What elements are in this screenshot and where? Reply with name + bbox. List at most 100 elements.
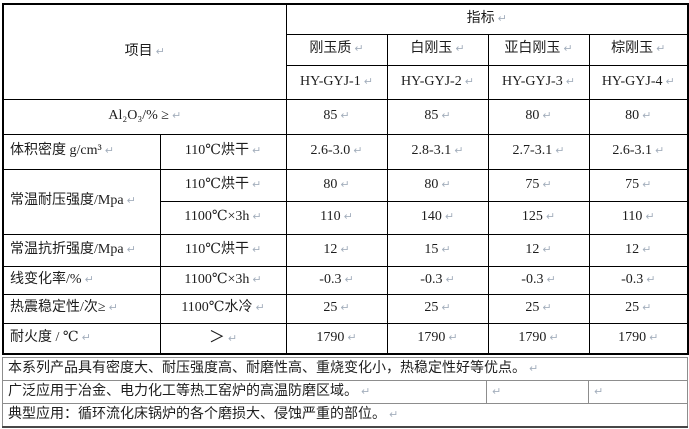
empty-cell: ↵ [588, 380, 688, 404]
value-cell: 2.8-3.1 ↵ [386, 133, 489, 170]
paragraph-mark-icon: ↵ [363, 74, 373, 88]
row-label: 热震稳定性/次≥ [10, 300, 106, 316]
empty-cell: ↵ [486, 380, 589, 404]
condition: 1100℃×3h [184, 271, 250, 287]
value: 75 [525, 176, 540, 192]
paragraph-mark-icon: ↵ [441, 301, 451, 315]
linear-change-row: 线变化率/% ↵ 1100℃×3h ↵ -0.3 ↵ -0.3 ↵ -0.3 ↵ -0.3… [2, 265, 689, 295]
paragraph-mark-icon: ↵ [642, 177, 652, 191]
paragraph-mark-icon: ↵ [255, 301, 265, 315]
compressive-strength-row-2: 1100℃×3h ↵ 110 ↵ 140 ↵ 125 ↵ 110 ↵ [3, 200, 689, 235]
paragraph-mark-icon: ↵ [347, 331, 357, 345]
paragraph-mark-icon: ↵ [542, 177, 552, 191]
value: 2.6-3.0 [310, 143, 351, 159]
paragraph-mark-icon: ↵ [455, 42, 465, 56]
value-cell: 15 ↵ [386, 233, 489, 267]
value: 125 [521, 209, 543, 225]
compressive-strength-row-1: 常温耐压强度/Mpa ↵ 110℃烘干 ↵ 80 ↵ 80 ↵ 75 ↵ 75 ↵ [2, 168, 689, 235]
paragraph-mark-icon: ↵ [545, 210, 556, 224]
paragraph-mark-icon: ↵ [492, 385, 502, 399]
value-cell: -0.3 ↵ [386, 265, 489, 295]
value-cell: 25 ↵ [588, 293, 689, 324]
value-cell: 110 ↵ [588, 200, 689, 235]
value-cell: 80 ↵ [386, 168, 489, 202]
condition-cell: ＞ ↵ [159, 322, 287, 355]
bulk-density-row: 体积密度 g/cm³ ↵ 110℃烘干 ↵ 2.6-3.0 ↵ 2.8-3.1 ↵ 2.… [2, 133, 689, 170]
applications-row: 广泛应用于冶金、电力化工等热工窑炉的高温防磨区域。 ↵ ↵ ↵ [2, 380, 688, 404]
value-cell: 80 ↵ [285, 168, 388, 202]
condition-cell: 110℃烘干 ↵ [159, 133, 287, 170]
paragraph-mark-icon: ↵ [104, 144, 114, 158]
product-name-cell: 白刚玉 ↵ [386, 33, 489, 66]
paragraph-mark-icon: ↵ [448, 331, 458, 345]
condition: 110℃烘干 [184, 176, 249, 192]
row-label-cell: 耐火度 / ℃ ↵ [2, 322, 161, 355]
paragraph-mark-icon: ↵ [353, 144, 363, 158]
paragraph-mark-icon: ↵ [108, 301, 118, 315]
paragraph-mark-icon: ↵ [656, 42, 666, 56]
paragraph-mark-icon: ↵ [441, 242, 451, 256]
paragraph-mark-icon: ↵ [171, 109, 182, 123]
paragraph-mark-icon: ↵ [665, 74, 675, 88]
value-cell: 140 ↵ [386, 200, 489, 235]
advantages-row: 本系列产品具有密度大、耐压强度高、耐磨性高、重烧变化小，热稳定性好等优点。 ↵ [2, 357, 688, 381]
value-cell: 12 ↵ [588, 233, 689, 267]
paragraph-mark-icon: ↵ [343, 210, 353, 224]
paragraph-mark-icon: ↵ [646, 272, 656, 286]
thermal-shock-row: 热震稳定性/次≥ ↵ 1100℃水冷 ↵ 25 ↵ 25 ↵ 25 ↵ 25 ↵ [2, 293, 689, 324]
row-label-cell: 常温耐压强度/Mpa ↵ [2, 168, 161, 235]
paragraph-mark-icon: ↵ [441, 109, 451, 123]
paragraph-mark-icon: ↵ [340, 242, 350, 256]
value-cell: 85 ↵ [386, 98, 489, 135]
value: 80 [424, 176, 439, 192]
paragraph-mark-icon: ↵ [251, 144, 262, 158]
value: 80 [525, 108, 540, 124]
paragraph-mark-icon: ↵ [344, 272, 354, 286]
value: 2.8-3.1 [411, 143, 452, 159]
paragraph-mark-icon: ↵ [542, 242, 552, 256]
indicator-header-row: 项目 ↵ 指标 ↵ [2, 3, 689, 100]
value: 25 [625, 300, 640, 316]
condition-cell: 1100℃水冷 ↵ [159, 293, 287, 324]
product-name-row: 刚玉质 ↵ 白刚玉 ↵ 亚白刚玉 ↵ 棕刚玉 ↵ [3, 33, 689, 66]
paragraph-mark-icon: ↵ [642, 301, 652, 315]
value: -0.3 [420, 271, 443, 287]
value: 12 [525, 241, 540, 257]
value: -0.3 [521, 271, 544, 287]
row-label: Al₂O₃/% ≥ [108, 108, 169, 124]
value-cell: 2.6-3.0 ↵ [285, 133, 388, 170]
applications-text: 广泛应用于冶金、电力化工等热工窑炉的高温防磨区域。 [8, 384, 358, 400]
value-cell: 25 ↵ [285, 293, 388, 324]
value-cell: 1790 ↵ [588, 322, 689, 355]
typical-application-row: 典型应用：循环流化床锅炉的各个磨损大、侵蚀严重的部位。 ↵ [2, 403, 688, 427]
paragraph-mark-icon: ↵ [389, 408, 399, 422]
paragraph-mark-icon: ↵ [594, 385, 604, 399]
value: 85 [323, 108, 338, 124]
value: -0.3 [621, 271, 644, 287]
paragraph-mark-icon: ↵ [227, 332, 238, 346]
paragraph-mark-icon: ↵ [645, 210, 655, 224]
value: 2.6-3.1 [612, 143, 652, 159]
typical-application-text: 典型应用：循环流化床锅炉的各个磨损大、侵蚀严重的部位。 [8, 407, 386, 423]
value: 1790 [316, 330, 345, 346]
value: -0.3 [319, 271, 342, 287]
condition-cell: 110℃烘干 ↵ [159, 168, 287, 202]
value: 25 [424, 300, 439, 316]
paragraph-mark-icon: ↵ [497, 12, 507, 26]
value: 12 [625, 241, 640, 257]
product-name: 刚玉质 [309, 41, 352, 57]
value-cell: 25 ↵ [386, 293, 489, 324]
condition: 1100℃水冷 [181, 300, 253, 316]
value: 80 [323, 176, 338, 192]
product-name: 棕刚玉 [611, 41, 654, 57]
paragraph-mark-icon: ↵ [340, 301, 350, 315]
model-code: HY-GYJ-3 [502, 73, 563, 89]
value-cell: 75 ↵ [588, 168, 689, 202]
paragraph-mark-icon: ↵ [454, 144, 464, 158]
paragraph-mark-icon: ↵ [445, 272, 455, 286]
paragraph-mark-icon: ↵ [126, 194, 136, 208]
paragraph-mark-icon: ↵ [555, 144, 565, 158]
product-spec-table: 项目 ↵ 指标 ↵ 刚玉质 ↵ 白刚玉 ↵ 亚白刚玉 ↵ 棕刚玉 ↵ HY-GYJ-1 ↵ H… [2, 3, 689, 355]
model-cell: HY-GYJ-4 ↵ [588, 64, 689, 100]
